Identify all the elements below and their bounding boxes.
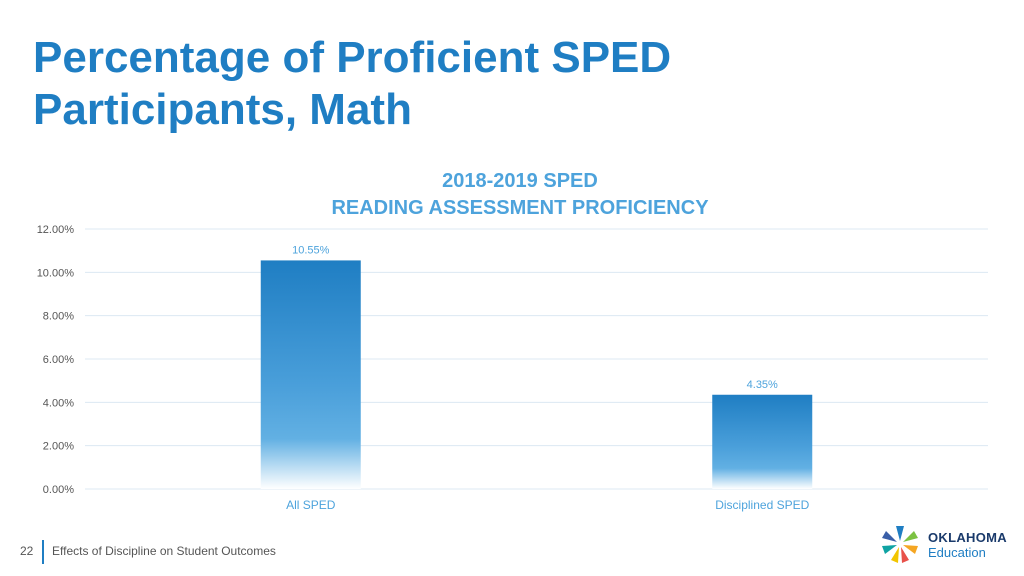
oklahoma-education-logo: OKLAHOMA Education — [878, 522, 1014, 566]
slide-title-line2: Participants, Math — [33, 85, 412, 134]
bar — [260, 260, 361, 489]
slide-title: Percentage of Proficient SPED Participan… — [33, 32, 833, 136]
x-category-label: All SPED — [286, 498, 336, 512]
y-tick-label: 10.00% — [37, 267, 75, 279]
y-tick-label: 8.00% — [43, 311, 74, 323]
footer: 22 Effects of Discipline on Student Outc… — [0, 540, 500, 564]
y-tick-label: 6.00% — [43, 354, 74, 366]
chart-title-line1: 2018-2019 SPED — [442, 170, 598, 192]
data-label: 4.35% — [747, 379, 778, 391]
footer-text: Effects of Discipline on Student Outcome… — [52, 544, 276, 558]
data-label: 10.55% — [292, 244, 330, 256]
slide-title-line1: Percentage of Proficient SPED — [33, 33, 672, 82]
chart-title-line2: READING ASSESSMENT PROFICIENCY — [331, 197, 709, 219]
y-tick-label: 0.00% — [43, 484, 74, 496]
logo-line1: OKLAHOMA — [928, 530, 1007, 545]
logo-text: OKLAHOMA Education — [928, 530, 1007, 560]
logo-line2: Education — [928, 545, 986, 560]
y-tick-label: 4.00% — [43, 397, 74, 409]
y-tick-label: 2.00% — [43, 441, 74, 453]
y-tick-label: 12.00% — [37, 224, 75, 236]
page-number: 22 — [20, 544, 34, 558]
x-category-label: Disciplined SPED — [715, 498, 809, 512]
footer-divider — [42, 540, 44, 564]
oklahoma-star-icon — [882, 526, 918, 563]
bar — [712, 394, 813, 489]
